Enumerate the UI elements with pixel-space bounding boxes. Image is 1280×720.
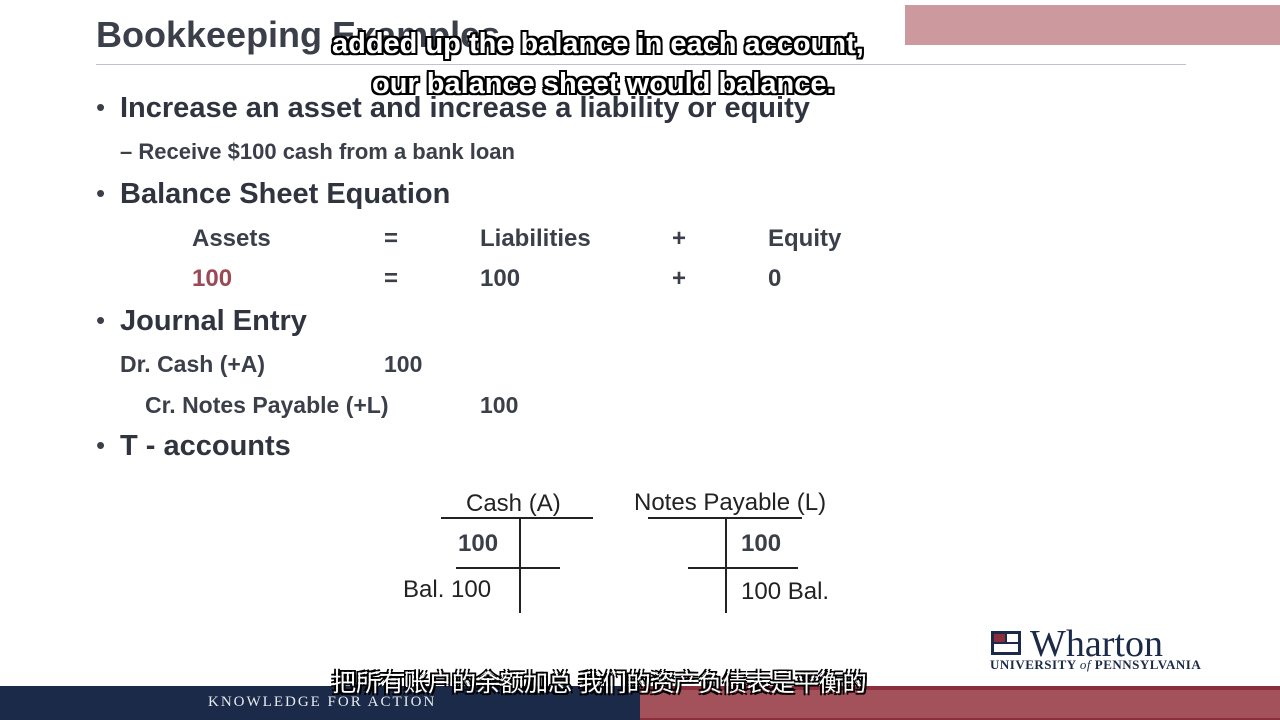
title-divider [96, 64, 1186, 65]
equation-assets-header: Assets [192, 225, 271, 252]
footer-navy-band [0, 686, 640, 720]
t-account-notes-payable-balance: 100 Bal. [741, 578, 830, 605]
wharton-logo-subtitle: UNIVERSITY of PENNSYLVANIA [990, 657, 1202, 672]
equation-equity-value: 0 [768, 265, 782, 292]
footer-crimson-inner-band [640, 690, 1280, 718]
wharton-logo-wordmark: Wharton [1030, 623, 1163, 665]
journal-credit-label: Cr. Notes Payable (+L) [145, 392, 389, 418]
t-account-cash-balance-rule [456, 567, 560, 569]
equation-plus-value: + [672, 265, 687, 292]
bullet-journal-entry: Journal Entry [120, 305, 307, 337]
equation-assets-value: 100 [192, 265, 233, 292]
t-account-notes-payable-balance-rule [688, 567, 798, 569]
wharton-shield-icon [991, 631, 1021, 655]
equation-liabilities-value: 100 [480, 265, 521, 292]
bullet-t-accounts: T - accounts [120, 430, 291, 462]
t-account-cash-balance: Bal. 100 [403, 576, 492, 603]
bullet-dot: • [96, 178, 106, 208]
t-account-notes-payable-vertical-rule [725, 517, 727, 613]
bullet-dot: • [96, 430, 106, 460]
equation-liabilities-header: Liabilities [480, 225, 591, 252]
bullet-dot: • [96, 92, 106, 122]
header-accent-band [905, 5, 1280, 45]
equation-equals-value: = [384, 265, 399, 292]
equation-equity-header: Equity [768, 225, 842, 252]
t-account-notes-payable-title: Notes Payable (L) [634, 489, 827, 516]
subtitle-english-line-2: our balance sheet would balance. [372, 68, 835, 100]
footer-tagline: KNOWLEDGE FOR ACTION [208, 694, 437, 710]
bullet-increase-asset: Increase an asset and increase a liabili… [120, 92, 810, 124]
subtitle-english-line-1: added up the balance in each account, [332, 28, 864, 60]
journal-debit-amount: 100 [384, 351, 423, 377]
t-account-cash-vertical-rule [519, 517, 521, 613]
journal-credit-amount: 100 [480, 392, 519, 418]
equation-plus-header: + [672, 225, 687, 252]
bullet-balance-sheet-equation: Balance Sheet Equation [120, 178, 451, 210]
equation-equals-header: = [384, 225, 399, 252]
subtitle-chinese: 把所有账户的余额加总 我们的资产负债表是平衡的 [332, 670, 867, 697]
slide-title: Bookkeeping Examples [96, 14, 501, 55]
journal-debit-label: Dr. Cash (+A) [120, 351, 266, 377]
t-account-notes-payable-credit: 100 [741, 530, 782, 557]
t-account-cash-top-rule [441, 517, 593, 519]
t-account-cash-debit: 100 [458, 530, 499, 557]
sub-bullet-receive-cash: – Receive $100 cash from a bank loan [120, 139, 515, 164]
bullet-dot: • [96, 305, 106, 335]
t-account-cash-title: Cash (A) [466, 490, 561, 517]
